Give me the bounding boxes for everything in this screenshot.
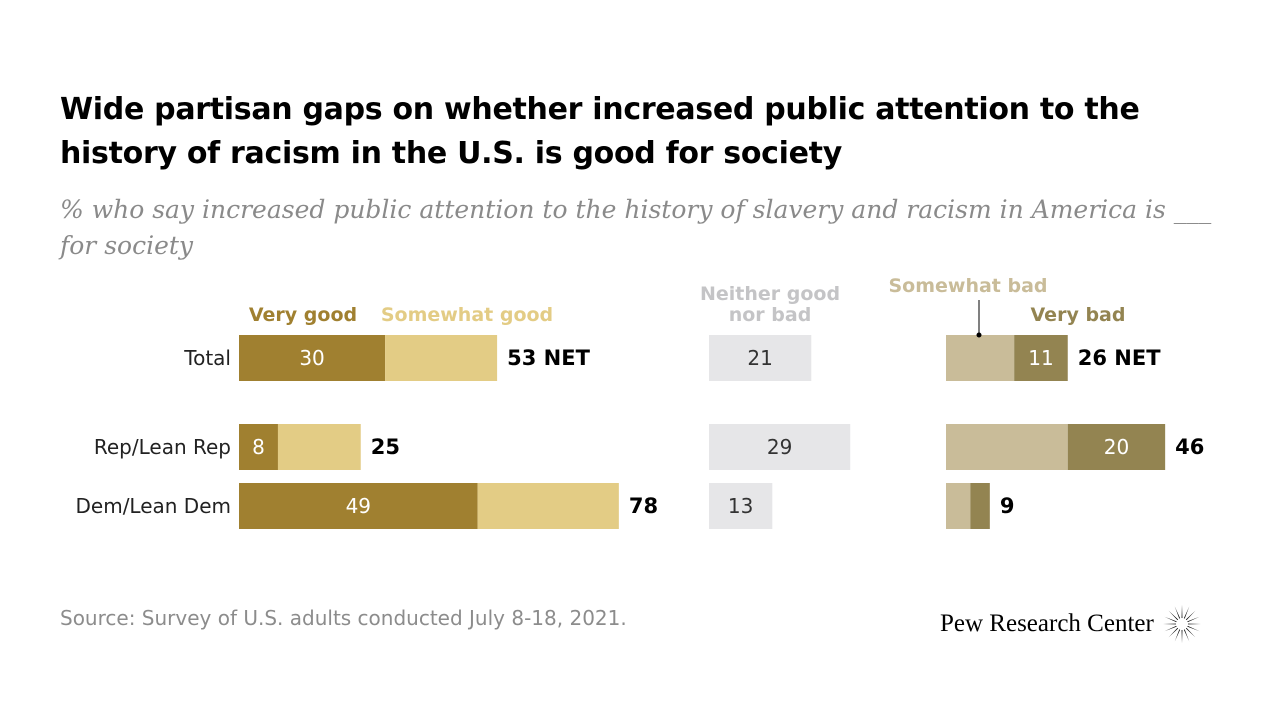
sunburst-ray — [1168, 610, 1178, 621]
sunburst-ray — [1181, 605, 1183, 619]
legend-very-bad: Very bad — [1031, 304, 1126, 326]
legend-neither-line1: Neither good — [700, 283, 840, 305]
bar-somewhat-bad — [946, 483, 971, 529]
source-note: Source: Survey of U.S. adults conducted … — [60, 606, 627, 630]
bar-neither-good-nor-bad — [709, 335, 812, 381]
bar-neither-good-nor-bad — [709, 483, 773, 529]
net-value-label: 46 — [1175, 435, 1204, 459]
bar-somewhat-bad — [946, 424, 1068, 470]
sunburst-ray — [1174, 606, 1180, 619]
category-label: Dem/Lean Dem — [76, 494, 232, 518]
bar-value-label: 8 — [252, 435, 265, 459]
bar-value-label: 13 — [728, 494, 753, 518]
net-value-label: 25 — [371, 435, 400, 459]
net-value-label: 78 — [629, 494, 658, 518]
sunburst-ray — [1187, 623, 1201, 625]
bar-somewhat-good — [277, 424, 361, 470]
category-label: Total — [183, 346, 231, 370]
sunburst-ray — [1168, 627, 1178, 638]
bar-very-good — [239, 335, 386, 381]
sunburst-ray — [1174, 629, 1180, 642]
sunburst-ray — [1183, 606, 1190, 619]
bar-value-label: 21 — [747, 346, 772, 370]
sunburst-ray — [1181, 629, 1183, 643]
legend-somewhat-bad: Somewhat bad — [888, 275, 1047, 297]
net-value-label: 9 — [1000, 494, 1015, 518]
sunburst-ray — [1185, 610, 1196, 621]
bar-very-bad — [970, 483, 990, 529]
pew-sunburst-icon — [1162, 605, 1201, 643]
sunburst-ray — [1164, 625, 1177, 632]
legend-neither-line2: nor bad — [729, 304, 812, 326]
bar-neither-good-nor-bad — [709, 424, 851, 470]
bar-somewhat-good — [477, 483, 619, 529]
chart-subtitle: % who say increased public attention to … — [60, 195, 1212, 260]
sunburst-ray — [1164, 616, 1177, 623]
legend-somewhat-good: Somewhat good — [381, 304, 553, 326]
sunburst-ray — [1187, 616, 1200, 623]
bar-very-bad — [1014, 335, 1068, 381]
sunburst-ray — [1183, 629, 1190, 642]
bar-value-label: 11 — [1028, 346, 1053, 370]
bar-somewhat-good — [385, 335, 498, 381]
bar-value-label: 29 — [767, 435, 792, 459]
brand-name: Pew Research Center — [940, 610, 1154, 637]
net-value-label: 53 NET — [507, 346, 590, 370]
sunburst-ray — [1162, 623, 1176, 625]
bar-very-bad — [1067, 424, 1166, 470]
bar-value-label: 30 — [299, 346, 324, 370]
sunburst-ray — [1187, 625, 1200, 632]
net-value-label: 26 NET — [1078, 346, 1161, 370]
legend-leader-dot — [976, 332, 982, 338]
bar-very-good — [239, 483, 478, 529]
chart-title: Wide partisan gaps on whether increased … — [60, 92, 1140, 171]
brand-lockup: Pew Research Center — [940, 604, 1202, 644]
sunburst-center — [1177, 620, 1186, 628]
stacked-bar-chart: Total Rep/Lean Rep Dem/Lean Dem 30 53 NET 8 25… — [76, 275, 1204, 529]
bar-somewhat-bad — [946, 335, 1015, 381]
bar-very-good — [239, 424, 278, 470]
bar-value-label: 49 — [346, 494, 371, 518]
sunburst-ray — [1185, 627, 1196, 638]
bar-value-label: 20 — [1104, 435, 1129, 459]
category-label: Rep/Lean Rep — [94, 435, 231, 459]
legend-very-good: Very good — [249, 304, 357, 326]
